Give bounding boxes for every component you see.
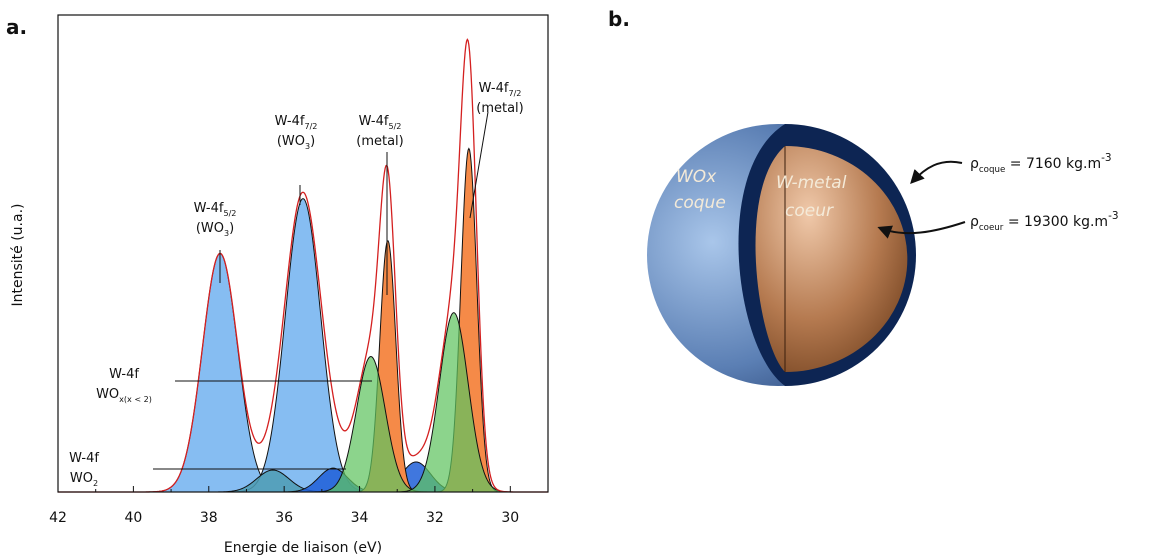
- annotation: (WO3): [277, 134, 315, 151]
- annotation-part: WO: [70, 471, 93, 486]
- annotation-part: 3: [305, 142, 310, 151]
- annotation: W-4f: [109, 367, 139, 382]
- annotation: W-4f: [69, 451, 99, 466]
- x-tick-label: 34: [351, 510, 369, 526]
- arrow: [877, 221, 966, 239]
- annotation-part: (metal): [476, 101, 523, 116]
- annotation-part: ): [310, 134, 315, 149]
- annotation: W-4f7/2: [275, 114, 318, 131]
- annotation-pointer: [469, 111, 489, 219]
- annotation-part: 3: [224, 229, 229, 238]
- annotation-part: (metal): [356, 134, 403, 149]
- panel-label: b.: [608, 7, 630, 31]
- annotation-part: W-4f: [109, 367, 139, 382]
- density-label-part: ρ: [970, 156, 979, 172]
- shell-label: coque: [674, 193, 726, 213]
- density-label: ρcoeur = 19300 kg.m-3: [970, 210, 1119, 233]
- x-axis-label: Energie de liaison (eV): [224, 540, 382, 556]
- core-label: W-metal: [776, 173, 847, 193]
- annotation-part: 2: [93, 479, 98, 488]
- annotation-part: WO: [96, 387, 119, 402]
- annotation-part: 5/2: [388, 122, 401, 131]
- x-tick-label: 32: [426, 510, 444, 526]
- annotation-part: W-4f: [275, 114, 305, 129]
- x-tick-label: 40: [124, 510, 142, 526]
- annotation-part: 5/2: [223, 209, 236, 218]
- shell-label: WOx: [676, 167, 717, 187]
- density-label-part: ρ: [970, 214, 979, 230]
- annotation-part: W-4f: [359, 114, 389, 129]
- annotation: W-4f7/2: [479, 81, 522, 98]
- density-label-part: coeur: [979, 223, 1004, 233]
- density-label: ρcoque = 7160 kg.m-3: [970, 152, 1112, 175]
- arrow: [910, 160, 963, 185]
- density-label-part: coque: [979, 165, 1005, 175]
- annotation-part: W-4f: [69, 451, 99, 466]
- density-label-part: = 19300 kg.m: [1003, 214, 1108, 230]
- x-tick-label: 30: [501, 510, 519, 526]
- density-label-part: -3: [1101, 152, 1111, 164]
- annotation: (WO3): [196, 221, 234, 238]
- annotation-part: 7/2: [304, 122, 317, 131]
- annotation-part: x(x < 2): [119, 395, 152, 404]
- x-tick-label: 42: [49, 510, 67, 526]
- core: [755, 146, 908, 372]
- axis-frame: [57, 14, 549, 493]
- panel-label: a.: [6, 15, 27, 39]
- annotation-part: ): [229, 221, 234, 236]
- annotation: (metal): [356, 134, 403, 149]
- annotation-part: W-4f: [194, 201, 224, 216]
- annotation-part: (WO: [277, 134, 305, 149]
- y-axis-label: Intensité (u.a.): [10, 204, 26, 307]
- annotation: (metal): [476, 101, 523, 116]
- plot-area: 42 40 38 36 34 32 30W-4f5/2(WO3)W-4f7/2(WO3)W-…: [49, 14, 549, 526]
- density-label-part: -3: [1108, 210, 1118, 222]
- annotation-part: 7/2: [508, 89, 521, 98]
- annotation: WO2: [70, 471, 98, 488]
- x-tick-label: 36: [275, 510, 293, 526]
- x-tick-label: 38: [200, 510, 218, 526]
- annotation: WOx(x < 2): [96, 387, 152, 404]
- core-label: coeur: [785, 201, 834, 221]
- annotation-part: (WO: [196, 221, 224, 236]
- annotation: W-4f5/2: [194, 201, 237, 218]
- density-label-part: = 7160 kg.m: [1005, 156, 1101, 172]
- annotation: W-4f5/2: [359, 114, 402, 131]
- annotation-part: W-4f: [479, 81, 509, 96]
